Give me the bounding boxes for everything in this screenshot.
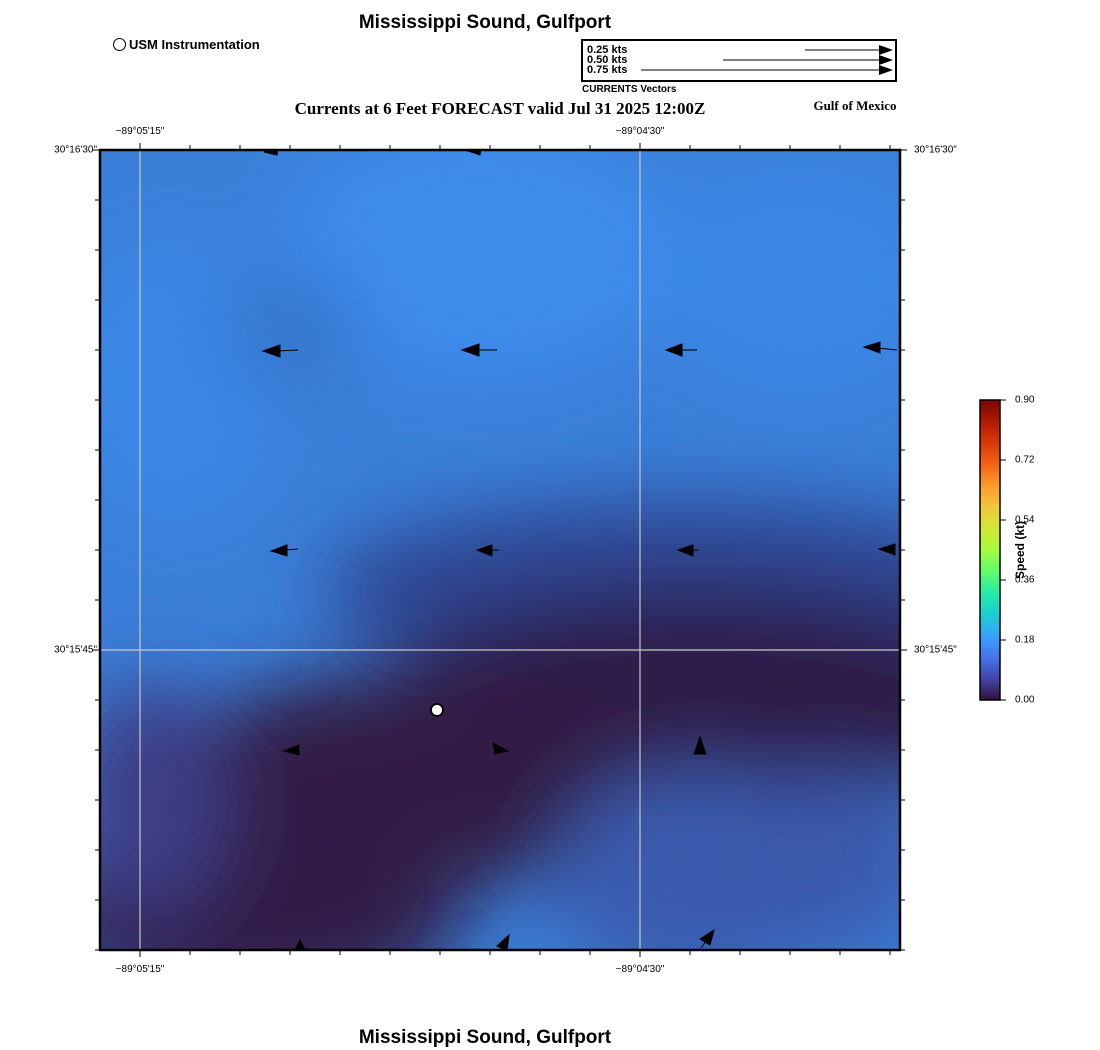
colorbar-tick-label: 0.72 bbox=[1015, 455, 1034, 466]
usm-instrumentation-marker[interactable] bbox=[431, 704, 443, 716]
colorbar-gradient bbox=[980, 400, 1000, 700]
colorbar-tick-label: 0.90 bbox=[1015, 395, 1034, 406]
colorbar bbox=[970, 390, 1010, 710]
map-title-bottom: Mississippi Sound, Gulfport bbox=[0, 1027, 970, 1049]
colorbar-title: Speed (kt) bbox=[1013, 521, 1027, 579]
colorbar-tick-label: 0.00 bbox=[1015, 695, 1034, 706]
colorbar-tick-label: 0.18 bbox=[1015, 635, 1034, 646]
speed-field bbox=[40, 120, 1040, 1010]
current-speed-map bbox=[0, 0, 1100, 1050]
